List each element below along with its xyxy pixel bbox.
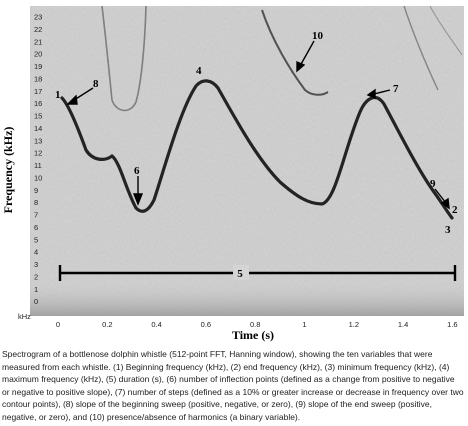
- x-tick-label: 0.6: [201, 320, 211, 329]
- x-tick-label: 0.8: [250, 320, 260, 329]
- y-tick-label: 19: [34, 62, 42, 71]
- x-axis: 0 0.2 0.4 0.6 0.8 1 1.2 1.4 1.6: [56, 320, 458, 329]
- annotation-1: 1: [55, 89, 61, 101]
- y-tick-label: 21: [34, 37, 42, 46]
- y-tick-label: 13: [34, 136, 42, 145]
- harmonic-trace-right: [261, 9, 329, 96]
- annotation-10: 10: [312, 30, 324, 42]
- y-tick-label: 11: [34, 161, 42, 170]
- y-tick-label: 9: [34, 186, 38, 195]
- x-tick-label: 0.2: [102, 320, 112, 329]
- y-tick-label: 4: [34, 248, 38, 257]
- x-tick-label: 0.4: [151, 320, 161, 329]
- harmonic-trace-upper-right: [403, 5, 439, 91]
- annotation-6: 6: [134, 165, 140, 177]
- y-tick-label: 12: [34, 149, 42, 158]
- annotation-9: 9: [430, 178, 436, 190]
- x-tick-label: 1.2: [349, 320, 359, 329]
- x-tick-label: 1: [302, 320, 306, 329]
- y-tick-label: 10: [34, 173, 42, 182]
- harmonic-trace-edge: [429, 5, 463, 56]
- y-tick-label: 17: [34, 87, 42, 96]
- y-tick-label: 23: [34, 13, 42, 22]
- y-tick-label: 18: [34, 74, 42, 83]
- annotation-2: 2: [452, 204, 458, 216]
- annotation-arrows: [66, 40, 450, 210]
- annotation-7: 7: [393, 83, 399, 95]
- x-axis-title: Time (s): [232, 328, 274, 342]
- annotation-4: 4: [196, 65, 202, 77]
- y-tick-label: 3: [34, 260, 38, 269]
- annotation-8: 8: [93, 78, 99, 90]
- y-tick-label: 16: [34, 99, 42, 108]
- figure-caption: Spectrogram of a bottlenose dolphin whis…: [2, 349, 464, 422]
- label-5-bg: [233, 265, 249, 280]
- x-tick-label: 1.4: [398, 320, 408, 329]
- y-tick-label: 5: [34, 235, 38, 244]
- y-tick-label: 7: [34, 211, 38, 220]
- duration-bar: [58, 265, 457, 281]
- annotation-3: 3: [445, 224, 451, 236]
- y-tick-label: 2: [34, 272, 38, 281]
- y-tick-label: 8: [34, 198, 38, 207]
- y-tick-label: 1: [34, 285, 38, 294]
- annotation-5: 5: [237, 268, 243, 280]
- y-tick-label: 20: [34, 50, 42, 59]
- x-tick-label: 1.6: [447, 320, 457, 329]
- y-tick-label: 6: [34, 223, 38, 232]
- y-unit-label: kHz: [18, 312, 31, 321]
- y-tick-label: 22: [34, 25, 42, 34]
- whistle-contour: [60, 79, 454, 220]
- y-axis-title: Frequency (kHz): [1, 127, 15, 214]
- y-tick-label: 0: [34, 297, 38, 306]
- y-tick-label: 15: [34, 112, 42, 121]
- y-tick-label: 14: [34, 124, 42, 133]
- low-frequency-band: [30, 280, 464, 316]
- harmonic-trace-left: [101, 5, 147, 112]
- x-tick-label: 0: [56, 320, 60, 329]
